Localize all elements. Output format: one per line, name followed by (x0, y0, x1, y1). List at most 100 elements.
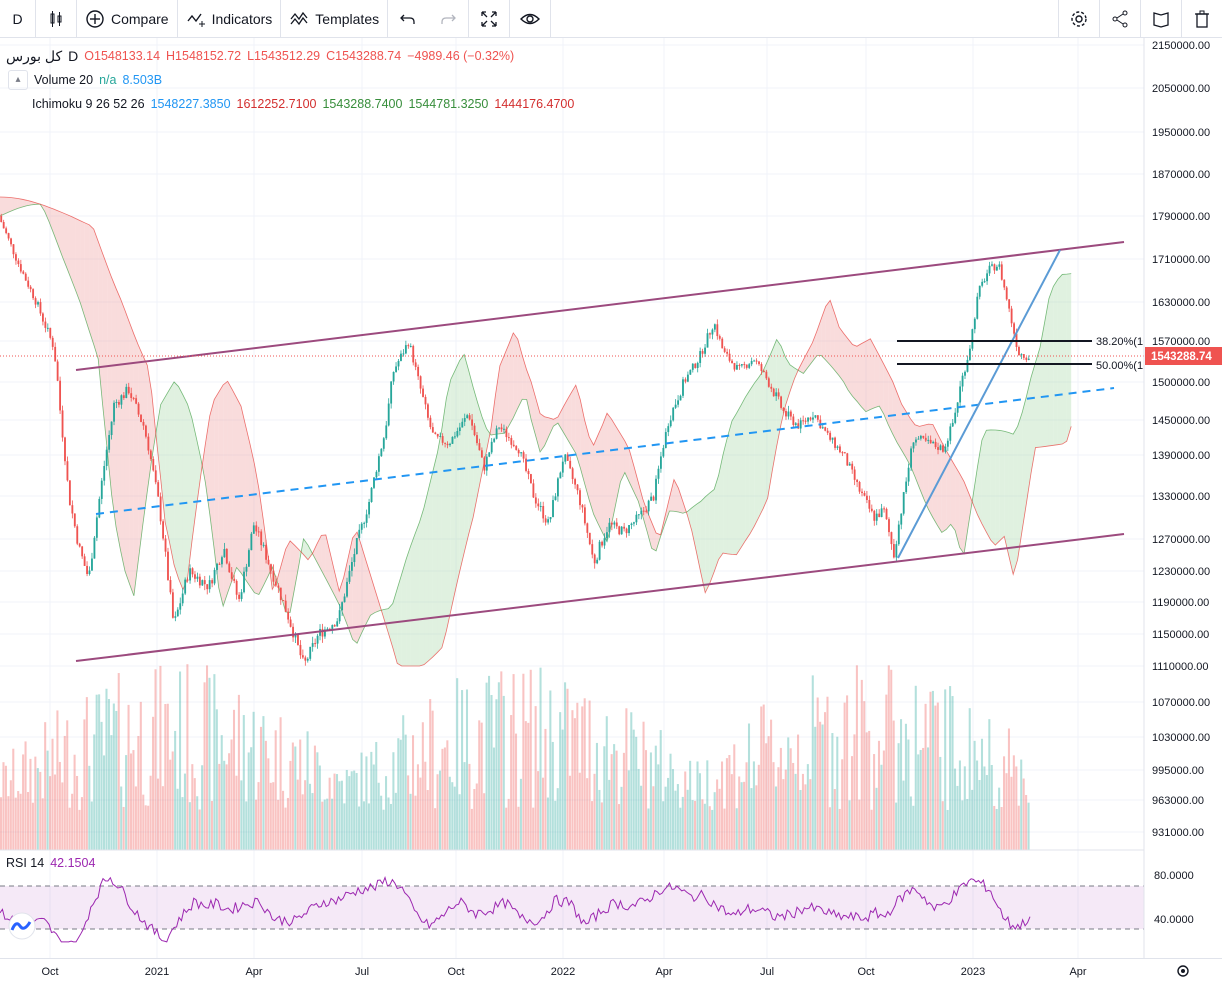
candle-body (304, 657, 307, 661)
candles-icon[interactable] (36, 0, 77, 38)
volume-bar (436, 774, 439, 850)
price-tick: 963000.00 (1152, 795, 1204, 807)
volume-bar (306, 731, 309, 850)
volume-bar (196, 796, 199, 850)
candle-body (809, 417, 812, 420)
templates-label: Templates (315, 10, 380, 27)
volume-bar (870, 809, 873, 850)
candle-body (760, 364, 763, 372)
trash-icon (1195, 10, 1209, 28)
candle-body (71, 505, 74, 514)
volume-bar (98, 694, 101, 850)
candle-body (346, 581, 348, 597)
volume-bar (19, 793, 22, 850)
compare-button[interactable]: Compare (77, 0, 178, 38)
volume-bar (245, 801, 248, 850)
candle-body (404, 345, 407, 354)
candle-body (385, 425, 388, 439)
volume-bar (1003, 756, 1006, 850)
price-tick: 1070000.00 (1152, 697, 1210, 709)
volume-bar (213, 674, 216, 850)
volume-bar (372, 764, 375, 850)
volume-bar (438, 770, 442, 850)
redo-button[interactable] (428, 0, 470, 38)
candle-body (132, 397, 135, 399)
volume-bar (286, 797, 289, 850)
volume-bar (755, 785, 758, 850)
volume-bar (527, 722, 530, 850)
time-axis-settings[interactable] (1177, 965, 1189, 977)
volume-bar (267, 758, 270, 850)
collapse-legend-button[interactable]: ▴ (8, 70, 28, 90)
time-axis[interactable]: Oct 2021 Apr Jul Oct 2022 Apr Jul Oct 2023 Apr (41, 966, 1086, 978)
volume-bar (934, 705, 937, 850)
volume-bar (907, 739, 910, 850)
candle-body (942, 445, 944, 452)
share-button[interactable] (1100, 0, 1141, 38)
volume-bar (468, 763, 471, 850)
volume-bar (949, 686, 952, 850)
volume-bar (703, 803, 706, 850)
volume-bar (61, 782, 64, 850)
candle-body (733, 363, 736, 370)
candle-body (294, 634, 297, 638)
volume-label[interactable]: Volume 20 (34, 73, 94, 87)
volume-bar (156, 778, 160, 850)
candle-body (238, 594, 241, 599)
tradingview-logo[interactable] (8, 912, 36, 940)
settings-button[interactable] (1058, 0, 1100, 38)
ray-line[interactable] (897, 249, 1061, 559)
candle-body (689, 369, 692, 375)
volume-bar (26, 792, 30, 850)
volume-bar (24, 741, 27, 850)
volume-bar (904, 723, 907, 850)
snapshot-button[interactable] (510, 0, 552, 38)
upper-trend-line[interactable] (75, 241, 1125, 371)
volume-bar (735, 808, 738, 850)
symbol-name[interactable]: کل بورس (6, 48, 63, 64)
candle-body (51, 337, 54, 347)
indicators-button[interactable]: Indicators (178, 0, 282, 38)
candle-body (39, 302, 42, 314)
candle-body (917, 438, 920, 440)
candle-body (615, 522, 618, 527)
candle-body (27, 280, 30, 287)
candle-body (424, 396, 427, 405)
candle-body (196, 576, 199, 579)
price-tick: 995000.00 (1152, 765, 1204, 777)
candle-body (856, 479, 859, 482)
price-axis[interactable]: 2150000.00 2050000.00 1950000.00 1870000.00… (1143, 38, 1210, 958)
volume-bar (147, 805, 150, 850)
volume-bar (821, 724, 824, 850)
candle-body (927, 439, 930, 441)
rsi-label[interactable]: RSI 14 (6, 856, 45, 870)
volume-bar (301, 794, 304, 850)
candle-body (407, 345, 410, 347)
templates-button[interactable]: Templates (281, 0, 389, 38)
mid-dashed-line[interactable] (95, 387, 1115, 515)
delete-button[interactable] (1182, 0, 1222, 38)
fullscreen-button[interactable] (469, 0, 511, 38)
candle-body (235, 580, 238, 595)
volume-bar (44, 722, 47, 850)
candle-body (802, 420, 805, 422)
volume-bar (644, 750, 648, 850)
publish-button[interactable] (1141, 0, 1182, 38)
volume-bar (483, 793, 486, 850)
candle-body (343, 596, 346, 603)
volume-bar (51, 738, 54, 850)
time-tick: Jul (760, 966, 774, 978)
ichimoku-label[interactable]: Ichimoku 9 26 52 26 (32, 97, 145, 111)
interval-button[interactable]: D (0, 0, 36, 38)
drawings[interactable]: 38.20%(1 50.00%(1 (0, 241, 1144, 662)
volume-bar (671, 769, 675, 850)
lower-trend-line[interactable] (75, 533, 1125, 662)
volume-bar (767, 736, 770, 850)
candle-body (650, 496, 653, 501)
volume-bar (564, 682, 567, 850)
undo-button[interactable] (388, 0, 428, 38)
volume-bar (519, 778, 522, 850)
candle-body (640, 510, 643, 515)
volume-bar (269, 782, 272, 850)
